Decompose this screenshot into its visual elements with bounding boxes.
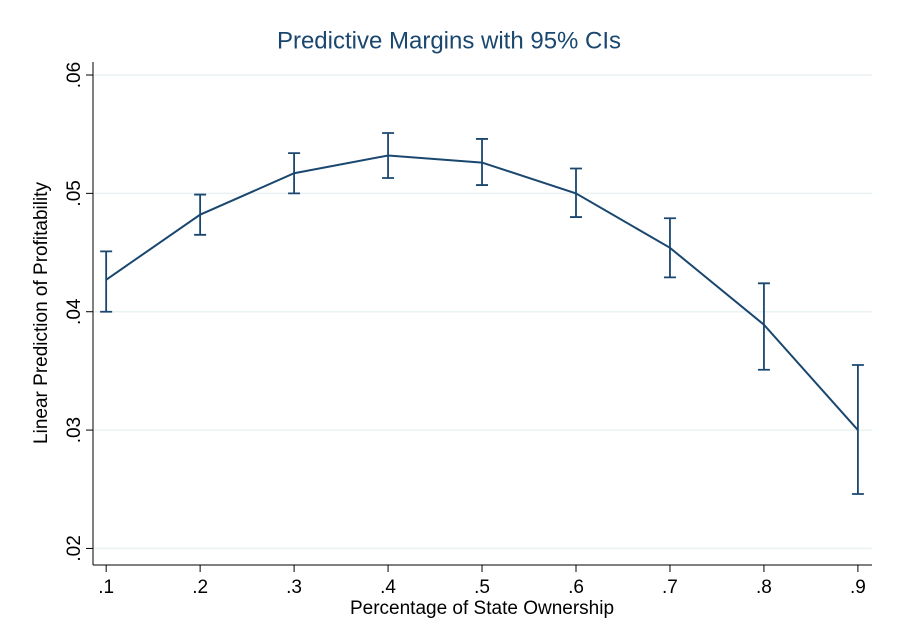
x-axis-label: Percentage of State Ownership	[350, 598, 614, 619]
x-tick-label: .9	[850, 577, 866, 598]
y-tick-label: .02	[64, 535, 85, 561]
error-bar	[757, 282, 770, 371]
y-tick-label: .03	[64, 417, 85, 443]
y-tick-label: .05	[64, 180, 85, 206]
x-tick-label: .4	[380, 577, 396, 598]
chart-title: Predictive Margins with 95% CIs	[277, 27, 621, 54]
x-tick-label: .6	[568, 577, 584, 598]
x-tick-label: .3	[286, 577, 302, 598]
y-tick-label: .04	[64, 298, 85, 325]
y-axis-label: Linear Prediction of Profitability	[31, 182, 52, 444]
x-tick-label: .5	[474, 577, 490, 598]
error-bar	[100, 250, 113, 313]
x-tick-label: .2	[192, 577, 208, 598]
x-tick-label: .8	[756, 577, 772, 598]
x-tick-label: .7	[662, 577, 678, 598]
x-tick-label: .1	[98, 577, 114, 598]
line	[105, 154, 859, 431]
y-tick-label: .06	[64, 62, 85, 88]
